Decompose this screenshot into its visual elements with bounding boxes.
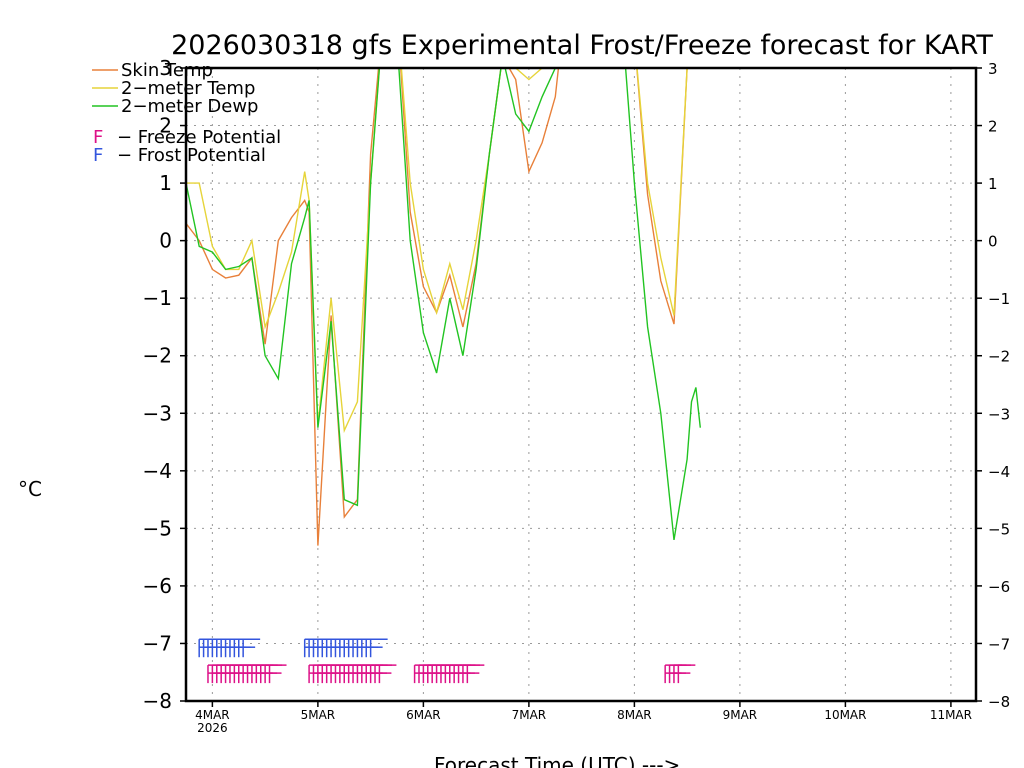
grid <box>186 68 976 701</box>
y-tick-label: −6 <box>143 574 172 598</box>
x-axis-label: Forecast Time (UTC) ---> <box>434 753 680 768</box>
x-tick-label: 6MAR <box>406 708 441 722</box>
x-tick-label: 11MAR <box>930 708 972 722</box>
x-tick-label: 9MAR <box>723 708 758 722</box>
series-skin-temp <box>186 68 688 546</box>
y-tick-label: −5 <box>143 516 172 540</box>
x-tick-label: 7MAR <box>512 708 547 722</box>
y-axis-left: 3 2 1 0 −1 −2 −3 −4 −5 −6 −7 −8 <box>143 56 186 713</box>
y-tick-label: 2 <box>159 114 172 138</box>
y-tick-label: −8 <box>143 689 172 713</box>
y-tick-label-right: 2 <box>988 118 998 136</box>
x-tick-label: 5MAR <box>301 708 336 722</box>
y-tick-label: −3 <box>143 401 172 425</box>
legend-label: 2−meter Temp <box>121 78 255 99</box>
y-tick-label: −4 <box>143 459 172 483</box>
y-tick-label-right: −4 <box>988 463 1010 481</box>
marker-freeze-potential <box>374 664 393 684</box>
marker-frost-potential <box>365 638 384 658</box>
marker-freeze-potential <box>378 664 397 684</box>
series-2-meter-temp <box>186 68 688 434</box>
y-tick-label: 3 <box>159 56 172 80</box>
y-tick-label-right: −2 <box>988 348 1010 366</box>
marker-freeze-potential <box>462 664 480 684</box>
marker-frost-potential <box>242 638 261 658</box>
marker-freeze-potential <box>264 664 283 684</box>
y-tick-label-right: 1 <box>988 175 998 193</box>
legend-label: − Freeze Potential <box>117 127 281 148</box>
legend-label: Skin Temp <box>121 60 213 81</box>
x-tick-label: 10MAR <box>824 708 866 722</box>
y-tick-label-right: −1 <box>988 290 1010 308</box>
legend-glyph: F <box>93 145 103 166</box>
series-layer <box>186 68 701 546</box>
x-tick-sublabel: 2026 <box>197 721 228 735</box>
y-tick-label-right: −5 <box>988 520 1010 538</box>
legend-label: − Frost Potential <box>117 145 266 166</box>
chart-title: 2026030318 gfs Experimental Frost/Freeze… <box>171 30 993 61</box>
y-tick-label-right: 0 <box>988 233 998 251</box>
marker-freeze-potential <box>268 664 287 684</box>
y-tick-label: −7 <box>143 631 172 655</box>
marker-freeze-potential <box>466 664 485 684</box>
x-tick-label: 4MAR <box>195 708 230 722</box>
marker-freeze-potential <box>677 664 696 684</box>
y-tick-label-right: −6 <box>988 578 1010 596</box>
marker-frost-potential <box>369 638 388 658</box>
x-tick-label: 8MAR <box>617 708 652 722</box>
marker-frost-potential <box>238 638 256 658</box>
y-tick-label: 1 <box>159 171 172 195</box>
y-tick-label-right: −3 <box>988 405 1010 423</box>
y-axis-label: °C <box>18 477 42 501</box>
legend-label: 2−meter Dewp <box>121 96 258 117</box>
marker-freeze-potential <box>673 664 691 684</box>
y-tick-label: 0 <box>159 229 172 253</box>
y-axis-right: 3 2 1 0 −1 −2 −3 −4 −5 −6 −7 −8 <box>976 60 1010 711</box>
legend-glyph: F <box>93 127 103 148</box>
y-tick-label-right: −8 <box>988 693 1010 711</box>
y-tick-label-right: −7 <box>988 635 1010 653</box>
marker-layer <box>198 638 696 684</box>
plot-frame <box>184 66 978 703</box>
y-tick-label: −1 <box>143 286 172 310</box>
y-tick-label-right: 3 <box>988 60 998 78</box>
y-tick-label: −2 <box>143 344 172 368</box>
series-2-meter-dewp <box>186 68 701 541</box>
